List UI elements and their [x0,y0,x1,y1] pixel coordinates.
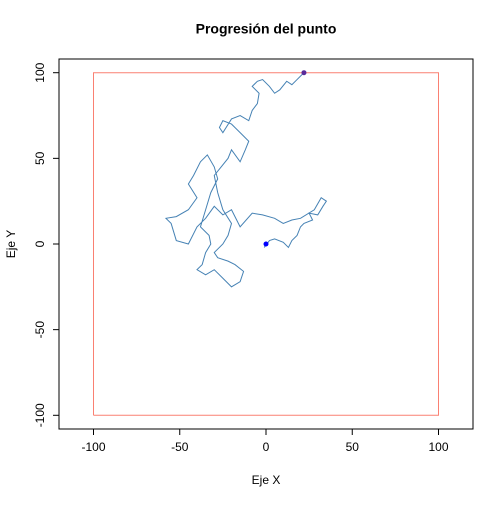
chart-title: Progresión del punto [196,21,337,37]
y-tick-label: 100 [33,62,47,82]
x-tick-label: -50 [171,440,189,454]
y-tick-label: -100 [33,403,47,427]
y-tick-label: 0 [33,240,47,247]
y-tick-label: 50 [33,151,47,165]
series-line [93,72,439,416]
series-line [164,72,328,288]
x-tick-label: 50 [346,440,360,454]
y-tick-label: -50 [33,321,47,339]
y-axis-label: Eje Y [4,230,18,258]
x-axis-label: Eje X [252,473,281,487]
point [301,70,307,76]
x-tick-label: -100 [81,440,105,454]
x-tick-label: 0 [263,440,270,454]
point [263,241,269,247]
x-tick-label: 100 [428,440,448,454]
